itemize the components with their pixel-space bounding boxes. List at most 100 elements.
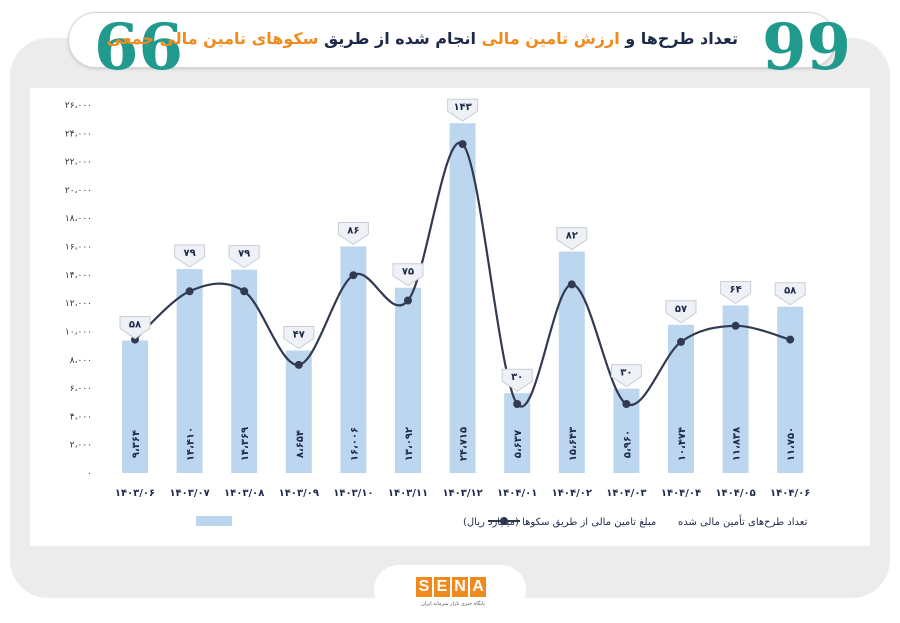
page-title: تعداد طرح‌ها و ارزش تامین مالی انجام شده… bbox=[106, 22, 738, 56]
bar-value-label: ۹،۳۶۴ bbox=[131, 430, 142, 458]
callout-badge bbox=[447, 98, 479, 122]
line-point bbox=[294, 360, 303, 369]
y-tick-label: ۲۲،۰۰۰ bbox=[65, 158, 92, 168]
bar-value-label: ۱۱،۷۵۰ bbox=[786, 427, 797, 461]
x-tick-label: ۱۴۰۳/۱۰ bbox=[333, 488, 373, 499]
line-point bbox=[677, 337, 685, 346]
callout-badge bbox=[720, 280, 752, 305]
x-tick-label: ۱۴۰۴/۰۴ bbox=[661, 488, 701, 499]
line-value-label: ۵۸ bbox=[129, 319, 141, 330]
line-point bbox=[404, 296, 412, 305]
callout-badge bbox=[501, 368, 533, 392]
bar-value-label: ۱۴،۴۱۰ bbox=[186, 427, 197, 461]
line-value-label: ۵۸ bbox=[784, 286, 796, 297]
line-value-label: ۸۲ bbox=[566, 231, 578, 242]
callout-badge bbox=[774, 282, 806, 306]
x-tick-label: ۱۴۰۳/۱۲ bbox=[442, 488, 482, 499]
title-part-2: ارزش تامین مالی bbox=[481, 29, 620, 48]
line-value-label: ۵۷ bbox=[675, 304, 687, 315]
bar-value-label: ۱۶،۰۰۶ bbox=[349, 427, 360, 461]
x-tick-label: ۱۴۰۳/۰۷ bbox=[169, 488, 209, 499]
bar-value-label: ۱۵،۶۴۳ bbox=[568, 427, 579, 461]
line-value-label: ۷۹ bbox=[183, 248, 195, 259]
x-tick-label: ۱۴۰۴/۰۵ bbox=[715, 488, 755, 499]
bar bbox=[395, 287, 421, 473]
legend-bar-label: مبلغ تامین مالی از طریق سکوها (میلیارد ر… bbox=[463, 517, 656, 528]
x-tick-label: ۱۴۰۳/۱۱ bbox=[388, 488, 428, 499]
logo-letter-s: S bbox=[416, 577, 432, 597]
line-point bbox=[786, 335, 795, 344]
line-point bbox=[513, 400, 522, 408]
bar-value-label: ۵،۶۳۷ bbox=[513, 430, 524, 458]
line-point bbox=[567, 280, 576, 289]
title-part-3: انجام شده از طریق bbox=[318, 29, 482, 48]
legend-line-label: تعداد طرح‌های تأمین مالی شده bbox=[678, 514, 808, 528]
line-value-label: ۷۹ bbox=[238, 249, 250, 260]
line-point bbox=[622, 400, 631, 408]
bar bbox=[231, 269, 258, 473]
bar-value-label: ۱۰،۴۷۴ bbox=[677, 427, 688, 461]
bar bbox=[777, 306, 804, 473]
line-value-label: ۴۷ bbox=[293, 330, 305, 341]
y-tick-label: ۱۴،۰۰۰ bbox=[65, 271, 92, 281]
quote-icon-left: 66 bbox=[94, 10, 184, 85]
callout-badge bbox=[174, 244, 206, 268]
title-banner bbox=[68, 12, 836, 68]
y-tick-label: ۲۰،۰۰۰ bbox=[65, 186, 92, 196]
y-tick-label: ۱۰،۰۰۰ bbox=[65, 327, 92, 337]
line-value-label: ۷۵ bbox=[402, 267, 414, 278]
logo-subtitle: پایگاه خبری بازار سرمایه ایران bbox=[421, 601, 485, 607]
line-series bbox=[134, 141, 791, 408]
line-value-label: ۱۴۳ bbox=[453, 102, 471, 113]
legend-line-marker bbox=[500, 517, 508, 525]
callout-badge bbox=[556, 227, 588, 251]
bar bbox=[558, 251, 585, 473]
line-value-label: ۳۰ bbox=[511, 372, 523, 383]
x-tick-label: ۱۴۰۴/۰۶ bbox=[770, 488, 810, 499]
line-point bbox=[458, 140, 467, 149]
y-tick-label: ۱۲،۰۰۰ bbox=[65, 299, 92, 309]
x-tick-label: ۱۴۰۳/۰۸ bbox=[224, 488, 264, 499]
title-part-4: سکوهای تامین مالی جمعی bbox=[106, 29, 319, 48]
logo-letter-a: A bbox=[470, 577, 486, 597]
y-tick-label: ۸،۰۰۰ bbox=[70, 356, 92, 366]
x-tick-label: ۱۴۰۴/۰۳ bbox=[606, 488, 646, 499]
bar-value-label: ۲۴،۷۱۵ bbox=[459, 427, 470, 461]
bar bbox=[285, 350, 312, 473]
x-tick-label: ۱۴۰۴/۰۲ bbox=[552, 488, 592, 499]
line-point bbox=[240, 287, 249, 296]
line-point bbox=[731, 321, 740, 330]
y-tick-label: ۱۶،۰۰۰ bbox=[65, 243, 92, 253]
bar bbox=[176, 269, 203, 473]
bar bbox=[449, 123, 476, 474]
y-tick-label: ۲۴،۰۰۰ bbox=[65, 129, 92, 139]
line-point bbox=[349, 271, 358, 280]
line-value-label: ۶۴ bbox=[729, 284, 741, 295]
y-tick-label: ۱۸،۰۰۰ bbox=[65, 214, 92, 224]
bar-value-label: ۱۴،۳۶۹ bbox=[240, 427, 251, 461]
line-value-label: ۸۶ bbox=[347, 225, 359, 236]
legend-bar-swatch bbox=[196, 516, 232, 526]
bar bbox=[722, 305, 749, 473]
y-tick-label: ۶،۰۰۰ bbox=[70, 384, 92, 394]
footer-logo-bg bbox=[374, 565, 526, 615]
bar-value-label: ۱۱،۸۳۸ bbox=[732, 427, 743, 461]
x-tick-label: ۱۴۰۴/۰۱ bbox=[497, 488, 537, 499]
title-part-1: تعداد طرح‌ها و bbox=[619, 29, 738, 48]
y-tick-label: ۲۶،۰۰۰ bbox=[65, 101, 92, 111]
callout-badge bbox=[392, 263, 424, 287]
logo-letter-e: E bbox=[434, 577, 450, 597]
bar-value-label: ۸،۶۵۴ bbox=[295, 430, 306, 458]
x-tick-label: ۱۴۰۳/۰۶ bbox=[115, 488, 155, 499]
quote-icon-right: 99 bbox=[762, 10, 852, 85]
y-tick-label: ۰ bbox=[87, 469, 92, 479]
logo-letter-n: N bbox=[452, 577, 468, 597]
callout-badge bbox=[228, 245, 260, 269]
y-tick-label: ۲،۰۰۰ bbox=[70, 441, 92, 451]
callout-badge bbox=[610, 364, 642, 388]
line-point bbox=[185, 287, 194, 296]
line-value-label: ۳۰ bbox=[620, 368, 632, 379]
y-tick-label: ۴،۰۰۰ bbox=[70, 412, 92, 422]
